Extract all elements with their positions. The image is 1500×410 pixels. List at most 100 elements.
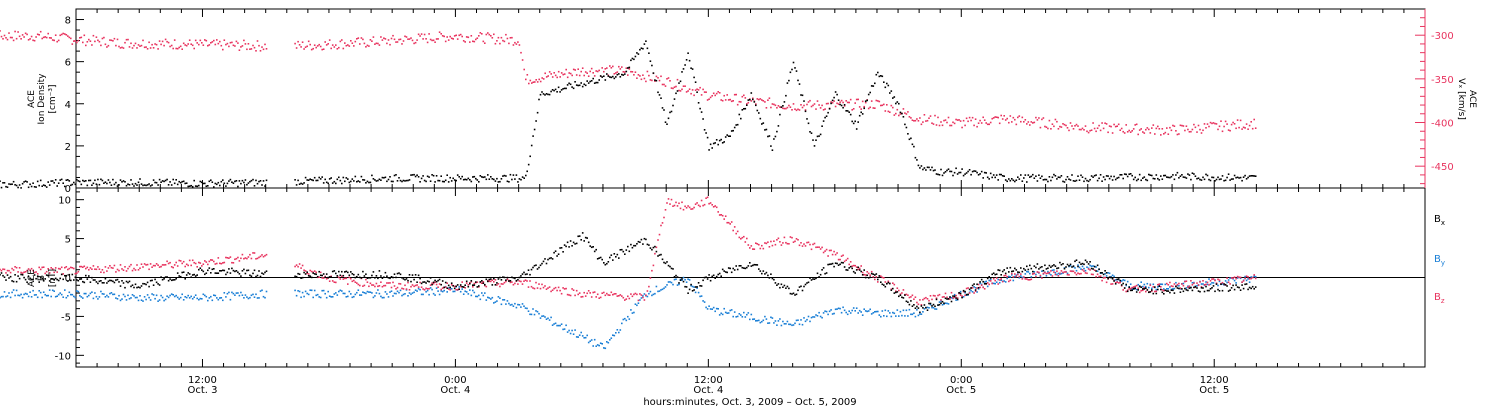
series-vx-point bbox=[1160, 134, 1162, 136]
series-density-point bbox=[294, 179, 296, 181]
series-bx-point bbox=[612, 259, 614, 261]
bottom-y-tick-label: 5 bbox=[65, 235, 71, 246]
series-density-point bbox=[774, 135, 777, 138]
series-by-point bbox=[51, 289, 54, 292]
series-bx-point bbox=[220, 270, 223, 272]
series-density-point bbox=[916, 159, 918, 161]
series-bz-point bbox=[228, 257, 230, 259]
series-by-point bbox=[170, 293, 173, 295]
series-bz-point bbox=[241, 253, 244, 256]
series-vx-point bbox=[736, 103, 739, 106]
series-bx-point bbox=[211, 268, 214, 271]
series-bx-point bbox=[208, 267, 211, 269]
series-by-point bbox=[217, 298, 220, 301]
series-density-point bbox=[997, 179, 999, 181]
series-density-point bbox=[238, 180, 241, 182]
series-vx-point bbox=[473, 40, 476, 43]
series-bx-point bbox=[429, 277, 432, 279]
series-bx-point bbox=[782, 286, 784, 288]
series-bx-point bbox=[145, 283, 147, 286]
series-by-point bbox=[386, 293, 388, 295]
series-by-point bbox=[389, 291, 391, 293]
series-density-point bbox=[887, 84, 890, 87]
series-bz-point bbox=[803, 243, 805, 245]
series-bx-point bbox=[524, 273, 527, 276]
series-bx-point bbox=[151, 279, 153, 282]
series-vx-point bbox=[950, 124, 953, 127]
series-bx-point bbox=[1081, 262, 1084, 265]
series-by-point bbox=[1142, 285, 1144, 288]
series-bx-point bbox=[938, 303, 941, 306]
series-bx-point bbox=[229, 272, 232, 274]
series-by-point bbox=[655, 285, 658, 288]
series-vx-point bbox=[562, 73, 564, 76]
series-bx-point bbox=[932, 303, 935, 306]
series-vx-point bbox=[404, 35, 406, 38]
series-vx-point bbox=[98, 40, 101, 43]
series-bz-point bbox=[1092, 273, 1094, 276]
series-bx-point bbox=[819, 273, 822, 276]
series-bx-point bbox=[404, 278, 406, 281]
series-by-point bbox=[345, 296, 348, 298]
series-by-point bbox=[1086, 266, 1088, 268]
series-bz-point bbox=[687, 205, 689, 207]
legend-by: By bbox=[1434, 254, 1445, 267]
series-density-point bbox=[913, 145, 915, 148]
series-density-point bbox=[441, 180, 444, 183]
series-by-point bbox=[1051, 269, 1054, 272]
series-density-point bbox=[41, 185, 43, 187]
series-vx-point bbox=[338, 46, 340, 49]
series-bx-point bbox=[962, 289, 965, 292]
series-by-point bbox=[840, 311, 843, 314]
series-vx-point bbox=[386, 42, 388, 45]
series-bx-point bbox=[596, 258, 599, 260]
series-bx-point bbox=[377, 277, 379, 280]
series-bz-point bbox=[554, 286, 557, 289]
series-bx-point bbox=[1000, 274, 1002, 276]
series-by-point bbox=[539, 317, 542, 319]
series-vx-point bbox=[1020, 120, 1022, 123]
series-bx-point bbox=[491, 284, 494, 286]
series-bx-point bbox=[795, 293, 798, 296]
series-by-point bbox=[1129, 283, 1132, 285]
series-bz-point bbox=[727, 221, 730, 224]
series-bz-point bbox=[1104, 276, 1106, 279]
series-vx-point bbox=[1116, 125, 1118, 127]
series-vx-point bbox=[1212, 122, 1215, 124]
series-vx-point bbox=[253, 46, 256, 49]
series-by-point bbox=[517, 303, 519, 306]
series-bx-point bbox=[1122, 282, 1124, 285]
series-density-point bbox=[1018, 178, 1021, 180]
series-density-point bbox=[1095, 174, 1097, 176]
series-by-point bbox=[328, 295, 331, 297]
series-bx-point bbox=[798, 286, 801, 288]
series-vx-point bbox=[327, 43, 329, 45]
series-bx-point bbox=[11, 280, 13, 282]
series-bx-point bbox=[712, 274, 715, 277]
series-vx-point bbox=[1142, 131, 1144, 133]
series-bx-point bbox=[110, 279, 113, 282]
series-vx-point bbox=[261, 46, 263, 48]
series-bx-point bbox=[988, 276, 990, 278]
series-vx-point bbox=[455, 34, 457, 37]
series-bz-point bbox=[0, 269, 3, 272]
series-bz-point bbox=[243, 257, 245, 260]
series-bz-point bbox=[21, 272, 24, 274]
series-vx-point bbox=[839, 101, 841, 103]
series-bx-point bbox=[1138, 285, 1141, 288]
series-vx-point bbox=[536, 81, 539, 83]
series-bz-point bbox=[250, 257, 253, 260]
series-density-point bbox=[133, 185, 135, 187]
series-bz-point bbox=[586, 292, 588, 295]
series-vx-point bbox=[414, 41, 417, 44]
series-bx-point bbox=[631, 246, 634, 249]
series-density-point bbox=[3, 182, 6, 184]
series-vx-point bbox=[407, 38, 409, 40]
series-by-point bbox=[1227, 279, 1230, 281]
series-density-point bbox=[1209, 179, 1212, 182]
series-density-point bbox=[521, 176, 524, 178]
series-density-point bbox=[1247, 176, 1249, 179]
series-density-point bbox=[741, 109, 744, 111]
series-bx-point bbox=[1254, 286, 1257, 288]
series-bz-point bbox=[1098, 275, 1100, 278]
